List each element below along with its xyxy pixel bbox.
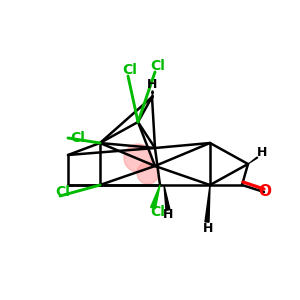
Circle shape [137,162,159,184]
Polygon shape [151,185,160,209]
Text: Cl: Cl [151,205,165,219]
Text: Cl: Cl [123,63,137,77]
Text: O: O [259,184,272,200]
Circle shape [124,144,152,172]
Text: H: H [257,146,267,160]
Text: H: H [147,77,157,91]
Text: H: H [203,221,213,235]
Polygon shape [205,185,210,222]
Polygon shape [164,185,170,210]
Text: Cl: Cl [56,185,70,199]
Text: H: H [163,208,173,221]
Text: Cl: Cl [151,59,165,73]
Text: Cl: Cl [70,131,86,145]
